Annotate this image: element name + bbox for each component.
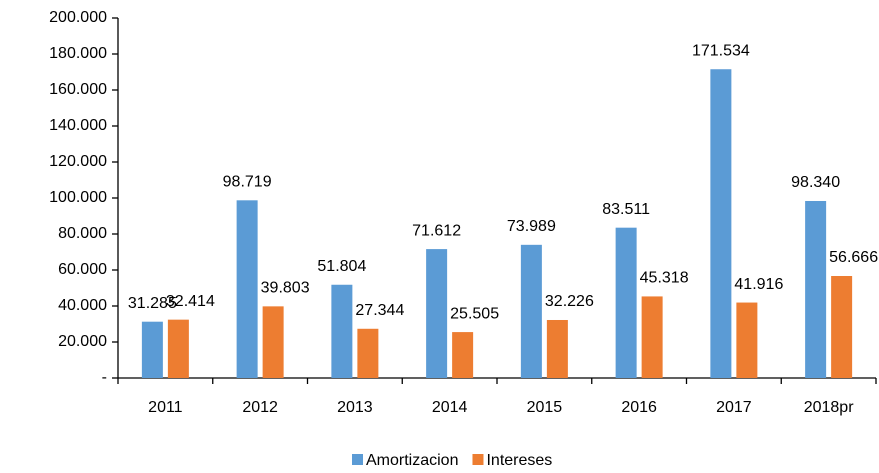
bar <box>710 69 732 378</box>
data-label: 32.414 <box>166 293 215 310</box>
legend-swatch <box>352 454 363 465</box>
y-tick-label: 100.000 <box>49 189 107 206</box>
data-label: 27.344 <box>355 302 404 319</box>
y-tick-label: 140.000 <box>49 117 107 134</box>
data-label: 83.511 <box>602 201 650 218</box>
bar <box>831 276 853 378</box>
x-tick-label: 2012 <box>242 399 278 416</box>
data-label: 31.285 <box>128 295 177 312</box>
y-tick-label: 80.000 <box>58 225 107 242</box>
data-label: 39.803 <box>261 280 310 297</box>
y-tick-label: 180.000 <box>49 45 107 62</box>
x-tick-label: 2018pr <box>804 399 854 416</box>
bar <box>141 321 163 378</box>
bar <box>520 244 542 378</box>
bar <box>426 249 448 378</box>
data-label: 98.340 <box>791 174 840 191</box>
bar <box>262 306 284 378</box>
x-tick-label: 2013 <box>337 399 373 416</box>
y-tick-label: 20.000 <box>58 333 107 350</box>
y-tick-label: 200.000 <box>49 9 107 26</box>
bar <box>615 227 637 378</box>
x-tick-label: 2011 <box>148 399 183 416</box>
data-label: 73.989 <box>507 218 556 235</box>
legend-label: Amortizacion <box>366 452 458 469</box>
data-label: 32.226 <box>545 293 594 310</box>
bar <box>736 302 758 378</box>
x-tick-label: 2016 <box>621 399 657 416</box>
data-label: 56.666 <box>829 249 878 266</box>
y-tick-label: 120.000 <box>49 153 107 170</box>
bar <box>331 284 353 378</box>
y-tick-label: - <box>102 369 107 386</box>
data-label: 51.804 <box>317 258 366 275</box>
bar <box>805 200 827 378</box>
data-label: 98.719 <box>223 174 272 191</box>
y-tick-label: 160.000 <box>49 81 107 98</box>
data-label: 171.534 <box>692 42 750 59</box>
y-tick-label: 40.000 <box>58 297 107 314</box>
bar <box>452 332 474 378</box>
legend-label: Intereses <box>486 452 552 469</box>
x-tick-label: 2014 <box>432 399 468 416</box>
x-tick-label: 2017 <box>716 399 752 416</box>
bar <box>546 319 568 378</box>
bar <box>641 296 663 378</box>
data-label: 41.916 <box>734 276 783 293</box>
bar <box>236 200 258 378</box>
bar <box>357 328 379 378</box>
y-tick-label: 60.000 <box>58 261 107 278</box>
data-label: 71.612 <box>412 222 461 239</box>
data-label: 25.505 <box>450 305 499 322</box>
data-label: 45.318 <box>640 270 689 287</box>
bar <box>167 319 189 378</box>
x-tick-label: 2015 <box>527 399 563 416</box>
legend-swatch <box>472 454 484 465</box>
